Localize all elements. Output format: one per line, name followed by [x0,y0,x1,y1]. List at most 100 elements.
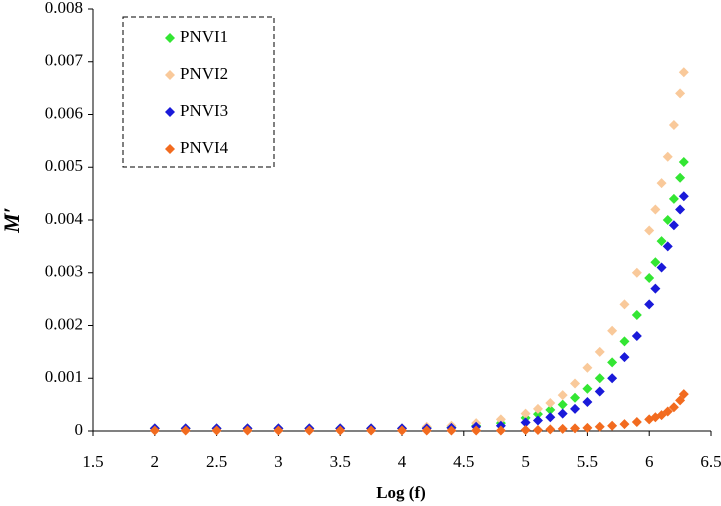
data-point [675,395,686,406]
data-point [631,417,642,428]
data-point [675,88,686,99]
data-point [532,424,543,435]
y-tick-label: 0.003 [45,262,83,281]
data-point [421,425,432,436]
data-point [594,346,605,357]
x-tick-label: 4.5 [453,452,474,471]
legend-marker [165,107,175,117]
data-point [675,204,686,215]
data-point [631,331,642,342]
data-point [619,352,630,363]
data-point [582,362,593,373]
data-point [532,409,543,420]
data-point [619,299,630,310]
data-point [607,325,618,336]
data-point [619,336,630,347]
data-point [607,373,618,384]
x-tick-label: 6.5 [700,452,721,471]
data-point [397,425,407,436]
data-point [557,399,568,410]
data-point [631,309,642,320]
data-point [570,403,581,414]
y-axis-label: M′ [0,207,24,234]
data-point [557,408,568,419]
data-point [594,421,605,432]
data-point [594,386,605,397]
data-point [678,156,689,167]
data-point [335,425,346,436]
legend-label: PNVI4 [180,138,229,157]
data-point [678,191,689,202]
data-point [532,403,543,414]
data-point [570,392,581,403]
data-point [557,423,568,434]
data-point [656,178,667,189]
x-tick-label: 3 [274,452,283,471]
legend-label: PNVI2 [180,64,228,83]
data-point [650,204,661,215]
x-tick-label: 5 [521,452,530,471]
data-point [545,398,556,409]
data-point [644,273,655,284]
data-point [650,283,661,294]
data-point [495,425,506,436]
data-point [678,389,689,400]
data-point [656,262,667,273]
data-point [304,425,315,436]
data-point [644,299,655,310]
data-point [520,417,531,428]
data-point [545,404,556,415]
data-point [180,425,191,436]
x-tick-label: 4 [398,452,407,471]
x-tick-label: 3.5 [330,452,351,471]
data-point [582,396,593,407]
data-point [532,415,543,426]
data-point [582,422,593,433]
x-tick-label: 1.5 [82,452,103,471]
data-point [662,241,673,252]
data-point [675,172,686,183]
data-point [662,215,673,225]
data-point [520,408,531,419]
data-point [668,402,679,413]
data-point [607,357,618,368]
x-axis-label: Log (f) [376,483,426,502]
data-point [366,425,377,436]
y-tick-label: 0.006 [45,103,83,122]
data-point [650,257,661,268]
data-point [242,425,253,436]
legend-label: PNVI3 [180,101,228,120]
data-point [446,425,457,436]
data-point [607,420,618,431]
y-tick-label: 0 [75,420,84,439]
y-tick-label: 0.001 [45,367,83,386]
x-tick-label: 2.5 [206,452,227,471]
data-point [471,425,482,436]
y-tick-label: 0.002 [45,314,83,333]
data-point [495,414,506,425]
legend-marker [165,70,175,80]
data-point [662,406,673,417]
data-point [668,193,679,204]
data-point [582,383,593,394]
data-point [656,236,667,247]
data-point [594,373,605,384]
data-point [211,425,222,436]
data-point [644,225,655,236]
legend-marker [165,144,175,154]
legend-marker [165,33,175,43]
y-tick-label: 0.005 [45,156,83,175]
data-point [545,424,556,435]
data-point [520,424,531,435]
legend-label: PNVI1 [180,27,228,46]
data-point [631,267,642,278]
data-point [662,151,673,162]
data-point [149,425,160,436]
data-point [668,120,679,131]
data-point [619,419,630,430]
x-tick-label: 6 [645,452,654,471]
data-point [668,220,679,231]
data-point [545,412,556,423]
data-point [273,425,284,436]
